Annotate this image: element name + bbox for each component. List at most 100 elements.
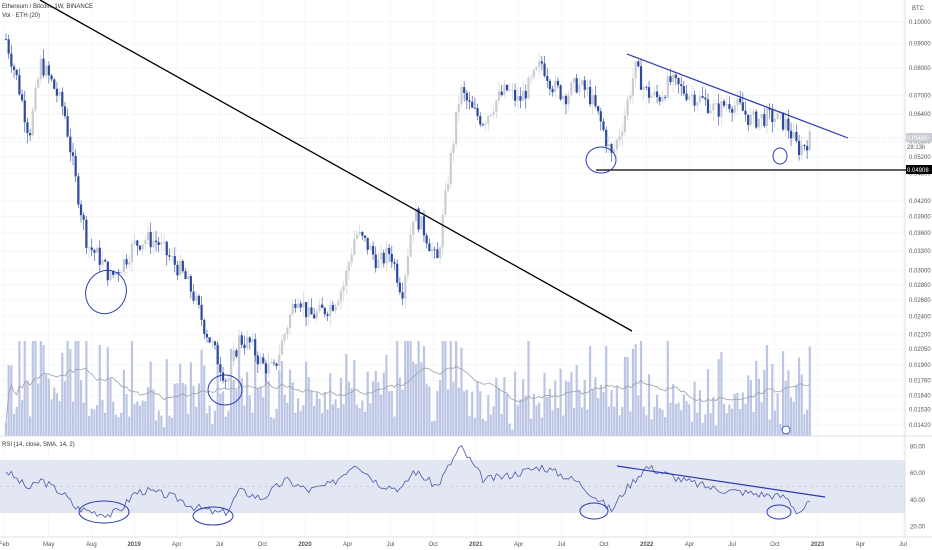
candle-body — [339, 291, 343, 302]
volume-bar — [484, 421, 487, 436]
volume-bar — [363, 411, 367, 436]
candle-body — [588, 87, 592, 105]
time-tick-label: Apr — [856, 542, 865, 548]
candle-body — [363, 235, 367, 238]
candle-body — [388, 247, 391, 254]
volume-bar — [433, 420, 436, 436]
candle-body — [98, 247, 101, 265]
volume-bar — [109, 378, 112, 436]
circle-2019-low[interactable] — [207, 374, 243, 406]
candle-body — [168, 255, 171, 257]
replay-icon[interactable] — [781, 425, 791, 435]
volume-bar — [739, 409, 742, 436]
support-price-label: 0.04908 — [907, 168, 929, 174]
candle-body — [221, 372, 225, 381]
volume-bar — [530, 418, 533, 436]
candle-body — [106, 261, 109, 281]
volume-bar — [575, 364, 578, 436]
volume-bar — [438, 380, 442, 436]
rsi-circle-2022[interactable] — [579, 502, 609, 520]
candle-body — [18, 75, 21, 95]
candle-body — [618, 136, 621, 140]
candle-body — [152, 240, 155, 248]
volume-bar — [401, 389, 404, 436]
price-tick-label: 0.05600 — [909, 140, 931, 146]
time-axis: Feb May Aug 2019 Apr Jul Oct 2020 Apr Jul Oct 2021 A… — [0, 542, 907, 548]
volume-bar — [417, 341, 420, 436]
circle-2018-low[interactable] — [79, 264, 134, 321]
candle-body — [216, 345, 219, 365]
candle-body — [165, 241, 168, 256]
price-tick-label: 0.10000 — [909, 20, 931, 26]
candle-body — [503, 84, 506, 96]
candle-body — [31, 109, 34, 136]
candle-body — [219, 364, 222, 373]
volume-bar — [781, 351, 785, 436]
rsi-axis: 80.00 60.00 40.00 20.00 — [910, 445, 926, 531]
candle-body — [468, 100, 471, 102]
volume-bar — [701, 422, 704, 436]
volume-bar — [693, 381, 696, 436]
candle-body — [197, 295, 201, 305]
candle-body — [136, 240, 139, 246]
volume-bar — [736, 392, 739, 436]
circle-2022-low[interactable] — [585, 146, 617, 174]
candle-body — [229, 361, 233, 379]
volume-bar — [672, 384, 675, 436]
price-tick-label: 0.06400 — [909, 112, 931, 118]
volume-bar — [227, 410, 230, 436]
time-tick-label: Aug — [86, 542, 97, 548]
candle-body — [302, 302, 305, 308]
volume-bar — [125, 394, 128, 436]
volume-bar — [639, 341, 643, 436]
volume-bar — [366, 371, 369, 436]
price-tick-label: 0.02800 — [909, 283, 931, 289]
volume-bar — [181, 382, 184, 436]
candle-body — [647, 87, 651, 98]
candle-body — [516, 96, 519, 101]
candle-body — [238, 335, 241, 357]
volume-bar — [779, 423, 782, 436]
volume-bar — [444, 341, 447, 436]
descending-resistance-line[interactable] — [626, 53, 849, 139]
rsi-divergence-line[interactable] — [616, 465, 826, 498]
long-downtrend-line[interactable] — [39, 0, 633, 332]
price-tick-label: 0.01900 — [909, 363, 931, 369]
candle-body — [114, 271, 117, 275]
candle-body — [685, 93, 688, 100]
volume-bar — [15, 406, 18, 436]
volume-bar — [130, 341, 134, 436]
volume-bar — [516, 405, 519, 436]
candle-body — [594, 95, 597, 107]
volume-bar — [733, 393, 736, 436]
price-tick-label: 0.01530 — [909, 408, 931, 414]
candle-body — [117, 271, 120, 274]
candle-body — [540, 61, 543, 64]
candle-body — [465, 92, 468, 101]
rsi-circle-2023[interactable] — [766, 504, 792, 520]
volume-bar — [168, 415, 171, 436]
rsi-circle-2018[interactable] — [78, 500, 130, 524]
volume-bar — [133, 404, 136, 436]
time-tick-label: Apr — [343, 542, 352, 548]
candle-body — [109, 270, 112, 281]
candle-body — [725, 104, 728, 106]
candle-body — [278, 354, 281, 366]
candle-body — [800, 145, 803, 156]
candle-body — [669, 76, 672, 83]
candle-body — [637, 61, 640, 67]
candle-body — [564, 96, 568, 105]
time-tick-label: 2020 — [298, 542, 312, 548]
volume-bar — [631, 348, 635, 436]
rsi-tick-label: 40.00 — [910, 498, 926, 504]
rsi-circle-2019[interactable] — [192, 506, 234, 526]
time-tick-label: 2022 — [640, 542, 654, 548]
volume-bar — [216, 343, 219, 436]
price-tick-label: 0.03300 — [909, 249, 931, 255]
volume-bar — [12, 413, 16, 436]
circle-2023-low[interactable] — [772, 147, 788, 165]
candle-body — [34, 87, 37, 110]
volume-bar — [304, 361, 308, 436]
volume-bar — [345, 353, 348, 436]
candle-body — [58, 91, 61, 96]
